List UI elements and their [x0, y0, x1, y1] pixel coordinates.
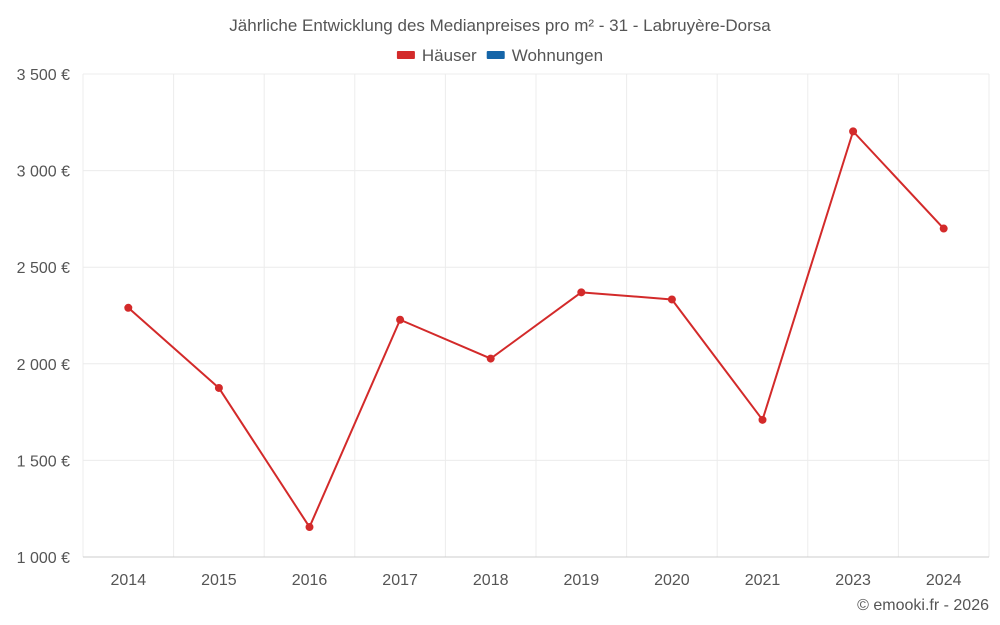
data-point[interactable]: [214, 383, 223, 392]
series-line-häuser: [127, 130, 945, 529]
x-tick-label: 2018: [473, 572, 509, 589]
x-tick-label: 2017: [382, 572, 418, 589]
y-tick-label: 2 500 €: [17, 260, 70, 277]
data-point[interactable]: [486, 354, 495, 363]
y-tick-label: 3 500 €: [17, 67, 70, 84]
x-tick-label: 2024: [926, 572, 962, 589]
y-axis: 1 000 € 1 500 € 2 000 € 2 500 € 3 000 € 3 500…: [17, 67, 70, 567]
data-point[interactable]: [396, 315, 405, 324]
data-point[interactable]: [849, 127, 858, 136]
data-point[interactable]: [939, 224, 948, 233]
legend-label: Häuser: [422, 46, 477, 65]
y-tick-label: 1 000 €: [17, 550, 70, 567]
x-tick-label: 2020: [654, 572, 690, 589]
x-tick-label: 2019: [564, 572, 600, 589]
x-tick-label: 2016: [292, 572, 328, 589]
credit-text: © emooki.fr - 2026: [857, 597, 989, 614]
series-layer: [124, 127, 948, 532]
y-tick-label: 1 500 €: [17, 453, 70, 470]
x-tick-label: 2021: [745, 572, 781, 589]
chart-title: Jährliche Entwicklung des Medianpreises …: [229, 16, 771, 35]
legend-swatch: [486, 51, 505, 59]
data-point[interactable]: [758, 415, 767, 424]
y-tick-label: 3 000 €: [17, 164, 70, 181]
x-tick-label: 2015: [201, 572, 237, 589]
data-point[interactable]: [667, 295, 676, 304]
legend-swatch: [396, 51, 415, 59]
legend: Häuser Wohnungen: [396, 46, 603, 65]
x-tick-label: 2014: [111, 572, 147, 589]
x-axis: 2014 2015 2016 2017 2018 2019 2020 2021 2023 2024: [83, 556, 989, 589]
legend-item-wohnungen[interactable]: Wohnungen: [486, 46, 603, 65]
data-point[interactable]: [124, 303, 133, 312]
grid-lines: [82, 73, 990, 557]
data-point[interactable]: [305, 523, 314, 532]
y-tick-label: 2 000 €: [17, 357, 70, 374]
legend-item-häuser[interactable]: Häuser: [396, 46, 477, 65]
legend-label: Wohnungen: [512, 46, 603, 65]
x-tick-label: 2023: [835, 572, 871, 589]
data-point[interactable]: [577, 288, 586, 297]
